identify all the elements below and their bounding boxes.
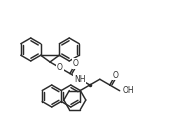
Text: NH: NH bbox=[74, 75, 86, 84]
Text: O: O bbox=[113, 71, 118, 79]
Text: OH: OH bbox=[123, 86, 134, 95]
Text: O: O bbox=[57, 63, 63, 72]
Text: O: O bbox=[73, 59, 79, 68]
